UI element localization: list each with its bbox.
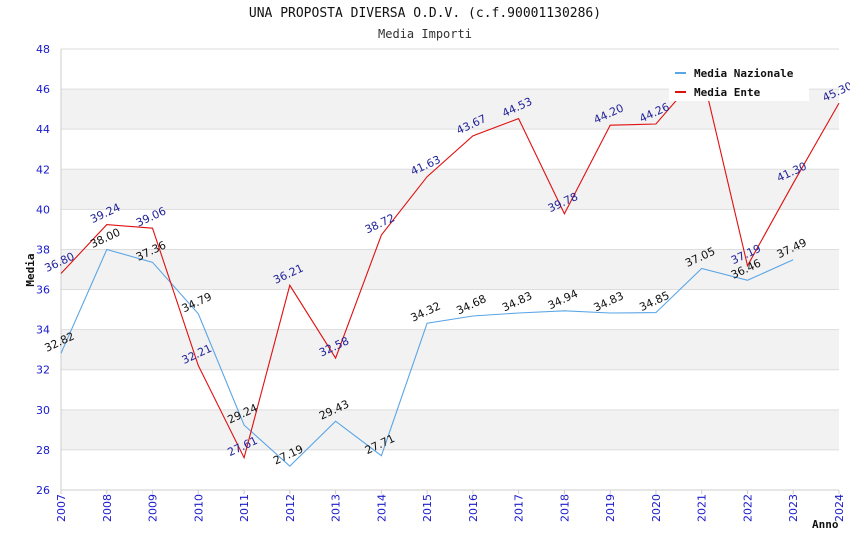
x-axis-label: Anno xyxy=(812,518,839,531)
data-label: 38.72 xyxy=(363,211,397,236)
y-tick-label: 32 xyxy=(36,364,50,377)
y-tick-label: 44 xyxy=(36,123,50,136)
x-tick-label: 2014 xyxy=(375,494,388,522)
y-tick-label: 46 xyxy=(36,83,50,96)
x-tick-label: 2015 xyxy=(421,494,434,522)
x-tick-label: 2017 xyxy=(513,494,526,522)
x-tick-label: 2012 xyxy=(284,494,297,522)
y-tick-label: 34 xyxy=(36,324,50,337)
x-tick-label: 2009 xyxy=(147,494,160,522)
data-label: 34.85 xyxy=(637,289,671,314)
x-tick-label: 2010 xyxy=(192,494,205,522)
y-tick-label: 40 xyxy=(36,203,50,216)
x-tick-label: 2013 xyxy=(330,494,343,522)
legend-label: Media Nazionale xyxy=(694,67,794,80)
x-tick-label: 2024 xyxy=(833,494,846,522)
y-tick-label: 48 xyxy=(36,43,50,56)
data-label: 34.83 xyxy=(592,289,626,314)
x-tick-label: 2023 xyxy=(787,494,800,522)
x-tick-label: 2018 xyxy=(558,494,571,522)
y-tick-label: 42 xyxy=(36,163,50,176)
x-tick-label: 2020 xyxy=(650,494,663,522)
y-tick-label: 30 xyxy=(36,404,50,417)
grid-band xyxy=(61,249,839,290)
y-tick-label: 28 xyxy=(36,444,50,457)
data-label: 34.83 xyxy=(500,289,534,314)
data-label: 38.00 xyxy=(88,226,122,251)
y-axis-label: Media xyxy=(24,253,37,286)
x-tick-label: 2011 xyxy=(238,494,251,522)
data-label: 34.68 xyxy=(454,292,488,317)
chart-title: UNA PROPOSTA DIVERSA O.D.V. (c.f.9000113… xyxy=(248,6,602,21)
x-tick-label: 2007 xyxy=(55,494,68,522)
chart-legend: Media Nazionale Media Ente xyxy=(669,60,809,101)
grid-band xyxy=(61,329,839,370)
x-tick-label: 2016 xyxy=(467,494,480,522)
x-tick-label: 2019 xyxy=(604,494,617,522)
series-line xyxy=(60,69,840,460)
x-tick-label: 2008 xyxy=(101,494,114,522)
data-label: 34.32 xyxy=(409,300,443,325)
chart-subtitle: Media Importi xyxy=(378,27,472,41)
grid-band xyxy=(61,169,839,210)
y-tick-label: 38 xyxy=(36,243,50,256)
legend-label: Media Ente xyxy=(694,86,761,99)
series-line xyxy=(60,248,794,467)
x-tick-label: 2021 xyxy=(696,494,709,522)
y-tick-label: 26 xyxy=(36,484,50,497)
x-tick-label: 2022 xyxy=(741,494,754,522)
grid-band xyxy=(61,409,839,450)
y-tick-label: 36 xyxy=(36,284,50,297)
legend-box xyxy=(669,60,809,101)
data-label: 34.94 xyxy=(546,287,580,312)
